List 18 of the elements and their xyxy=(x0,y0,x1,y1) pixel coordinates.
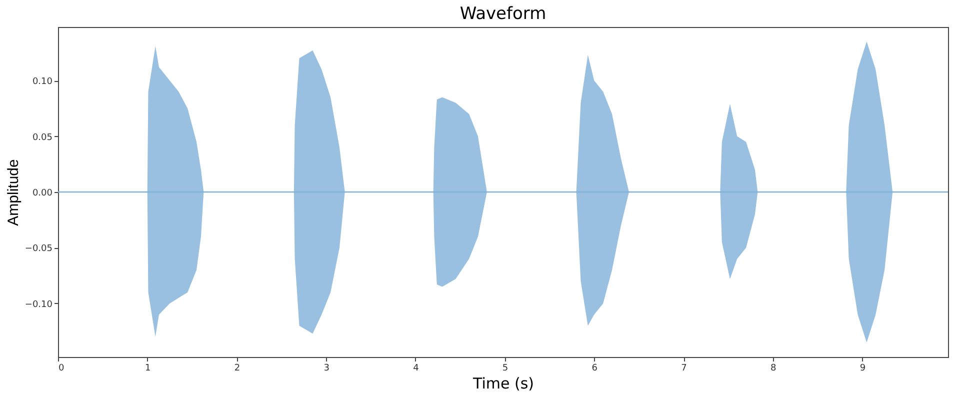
x-axis-title: Time (s) xyxy=(472,374,534,392)
y-tick-label: −0.05 xyxy=(24,244,52,254)
y-axis-title: Amplitude xyxy=(4,159,22,226)
y-tick-label: −0.10 xyxy=(24,300,53,310)
x-tick-label: 2 xyxy=(234,364,240,374)
y-tick-label: 0.10 xyxy=(32,77,53,88)
x-tick-label: 5 xyxy=(502,364,508,374)
x-tick-label: 6 xyxy=(592,364,598,374)
x-tick-label: 7 xyxy=(681,364,687,374)
y-tick-label: 0.05 xyxy=(32,132,52,143)
x-tick-label: 9 xyxy=(860,364,866,374)
x-tick-label: 4 xyxy=(413,364,420,374)
x-tick-label: 0 xyxy=(58,364,64,374)
x-tick-label: 8 xyxy=(770,364,776,374)
y-tick-label: 0.00 xyxy=(32,188,53,198)
x-tick-label: 1 xyxy=(144,364,151,374)
x-tick-label: 3 xyxy=(324,364,330,374)
chart-title: Waveform xyxy=(460,4,546,24)
